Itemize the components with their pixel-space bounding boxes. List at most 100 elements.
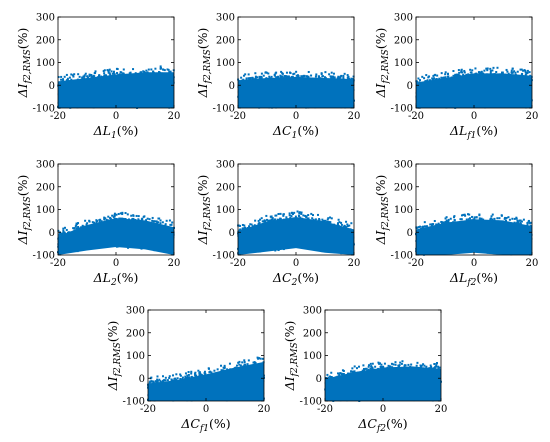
data-point <box>467 213 470 216</box>
scatter-points <box>57 211 175 256</box>
data-point <box>287 75 290 78</box>
data-point <box>265 218 268 221</box>
y-tick-label: -100 <box>391 251 413 262</box>
data-point <box>238 224 241 227</box>
data-point <box>86 222 89 225</box>
data-point <box>270 215 273 218</box>
data-point <box>340 221 343 224</box>
data-point <box>93 75 96 78</box>
data-point <box>60 75 63 78</box>
data-point <box>169 223 172 226</box>
data-point <box>164 224 167 227</box>
data-point <box>445 216 448 219</box>
data-point <box>107 215 110 218</box>
y-tick-label: 0 <box>229 228 235 239</box>
data-point <box>88 219 91 222</box>
data-point <box>203 370 206 373</box>
data-point <box>243 359 246 362</box>
data-point <box>461 71 464 74</box>
data-point <box>267 72 270 75</box>
data-point <box>435 223 438 226</box>
data-point <box>329 221 332 224</box>
data-point <box>431 77 434 80</box>
data-point <box>339 75 342 78</box>
data-point <box>130 214 133 217</box>
data-point <box>151 219 154 222</box>
data-point <box>453 219 456 222</box>
y-tick-label: 200 <box>216 182 235 193</box>
data-point <box>348 224 351 227</box>
data-point <box>511 67 514 70</box>
scatter-points <box>57 65 175 109</box>
data-point <box>432 74 435 77</box>
data-point <box>444 217 447 220</box>
data-point <box>332 75 335 78</box>
data-point <box>248 225 251 228</box>
y-tick-label: 300 <box>36 160 55 171</box>
data-point <box>220 364 223 367</box>
data-point <box>456 73 459 76</box>
data-point <box>242 74 245 77</box>
data-point <box>181 376 184 379</box>
data-point <box>126 213 129 216</box>
data-point <box>187 371 190 374</box>
data-point <box>527 220 530 223</box>
data-point <box>327 221 330 224</box>
data-point <box>243 363 246 366</box>
data-point <box>75 222 78 225</box>
data-point <box>88 73 91 76</box>
data-point <box>94 70 97 73</box>
data-point <box>152 380 155 383</box>
data-point <box>122 68 125 71</box>
data-point <box>260 217 263 220</box>
data-point <box>97 74 100 77</box>
data-point <box>314 75 317 78</box>
data-point <box>485 67 488 70</box>
data-point <box>149 380 152 383</box>
data-point <box>510 71 513 74</box>
x-axis-title: ΔLf2(%) <box>449 270 498 288</box>
data-point <box>121 211 124 214</box>
data-point <box>452 74 455 77</box>
data-point <box>253 361 256 364</box>
data-point <box>277 75 280 78</box>
y-axis-title: ΔIf2,RMS(%) <box>373 28 391 99</box>
data-point <box>298 212 301 215</box>
data-point <box>73 73 76 76</box>
data-point <box>444 220 447 223</box>
data-point <box>265 214 268 217</box>
y-tick-label: -100 <box>213 104 235 115</box>
data-point <box>179 374 182 377</box>
data-point <box>162 68 165 71</box>
data-point <box>460 71 463 74</box>
x-tick-label: 0 <box>113 111 119 122</box>
data-point <box>473 217 476 220</box>
x-tick-label: 20 <box>348 111 361 122</box>
data-point <box>105 218 108 221</box>
data-point <box>285 216 288 219</box>
data-point <box>310 212 313 215</box>
data-point <box>292 73 295 76</box>
data-point <box>78 75 81 78</box>
data-point <box>291 212 294 215</box>
data-point <box>246 363 249 366</box>
x-tick-label: 0 <box>293 258 299 269</box>
data-point <box>258 357 261 360</box>
data-point <box>324 219 327 222</box>
data-point <box>511 217 514 220</box>
data-point <box>483 69 486 72</box>
data-point <box>460 218 463 221</box>
data-point <box>90 73 93 76</box>
y-tick-label: -100 <box>391 104 413 115</box>
data-point <box>252 361 255 364</box>
data-point <box>289 72 292 75</box>
data-point <box>223 366 226 369</box>
data-point <box>168 219 171 222</box>
data-point <box>280 70 283 73</box>
data-point <box>102 70 105 73</box>
data-point <box>281 72 284 75</box>
